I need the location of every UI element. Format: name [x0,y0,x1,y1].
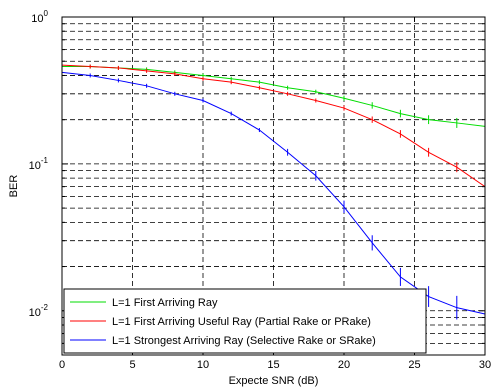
y-tick-label: 10-2 [29,303,49,319]
x-tick-label: 15 [267,359,279,371]
x-tick-label: 25 [408,359,420,371]
x-tick-label: 5 [129,359,135,371]
legend-entry: L=1 First Arriving Useful Ray (Partial R… [112,316,371,328]
y-axis-label: BER [8,175,20,198]
legend-entry: L=1 First Arriving Ray [112,297,218,309]
y-tick-label: 100 [31,9,48,25]
x-tick-label: 20 [338,359,350,371]
x-tick-label: 0 [59,359,65,371]
legend-box [63,288,427,354]
x-tick-label: 30 [479,359,491,371]
series-3 [61,70,486,328]
series-layer [61,63,486,328]
ticks: 0 5 10 15 20 25 30 100 10-1 10-2 [29,9,492,371]
series-line [61,64,486,188]
legend: L=1 First Arriving Ray L=1 First Arriving… [63,288,427,354]
series-line [61,71,486,315]
legend-entry: L=1 Strongest Arriving Ray (Selective Ra… [112,335,376,347]
y-tick-label: 10-1 [29,156,49,172]
x-tick-label: 10 [197,359,209,371]
x-axis-label: Expecte SNR (dB) [229,375,319,387]
series-line [62,66,486,127]
